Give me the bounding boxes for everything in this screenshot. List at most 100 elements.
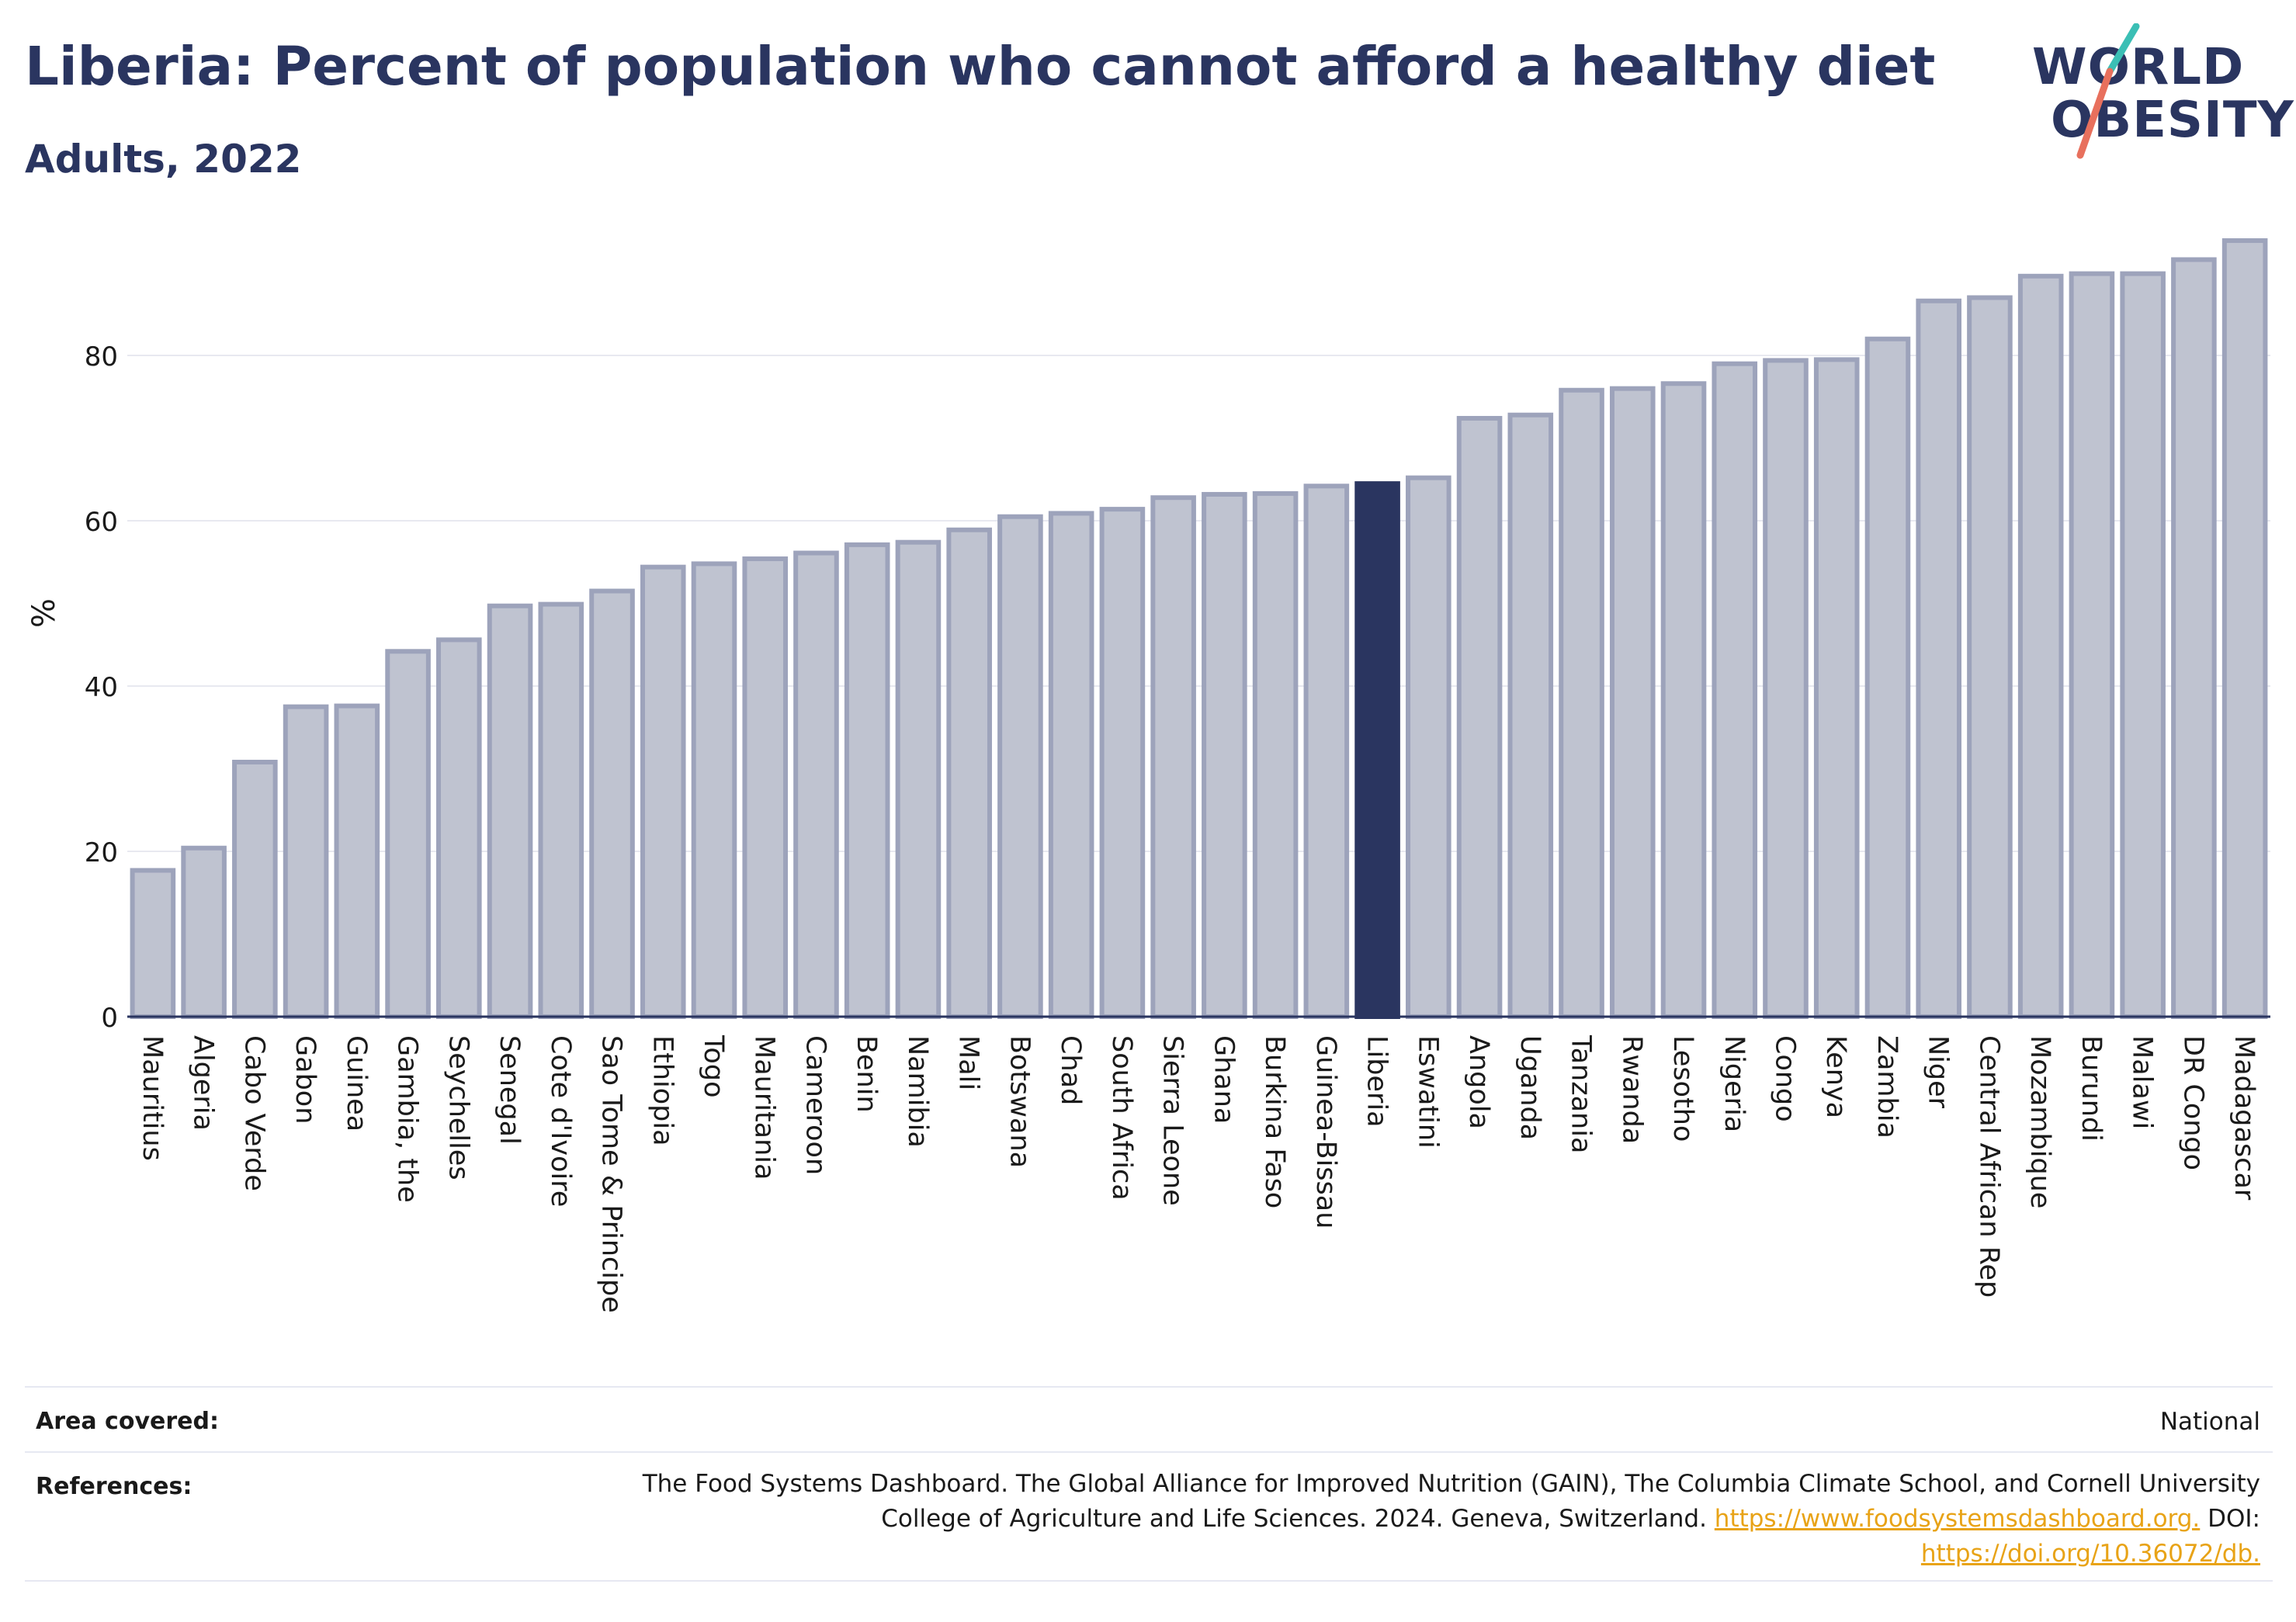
x-tick-label: Uganda <box>1514 1035 1545 1140</box>
x-tick-label: Mauritius <box>137 1035 168 1161</box>
doi-link[interactable]: https://doi.org/10.36072/db. <box>1920 1540 2260 1568</box>
bar-guinea <box>334 703 380 1020</box>
bar-congo <box>1763 358 1809 1020</box>
x-tick-label: Malawi <box>2127 1035 2158 1129</box>
x-tick-label: Chad <box>1055 1035 1086 1105</box>
reference-line-3: https://doi.org/10.36072/db. <box>553 1537 2260 1572</box>
bar-cameroon <box>793 550 839 1019</box>
bar-liberia <box>1354 481 1400 1019</box>
reference-line-1: The Food Systems Dashboard. The Global A… <box>642 1470 2260 1498</box>
y-tick-labels: 0 20 40 60 80 <box>85 341 118 1034</box>
bar-nigeria <box>1712 361 1758 1019</box>
bar-eswatini <box>1406 475 1451 1019</box>
x-tick-label: Liberia <box>1361 1035 1393 1128</box>
y-tick-label: 80 <box>85 341 118 373</box>
x-tick-label: Guinea <box>341 1035 372 1132</box>
logo-line-world: WORLD <box>2032 39 2245 96</box>
x-tick-label: Congo <box>1769 1035 1800 1122</box>
x-tick-label: Tanzania <box>1566 1035 1597 1153</box>
y-tick-label: 40 <box>85 672 118 703</box>
foodsystems-dashboard-link[interactable]: https://www.foodsystemsdashboard.org. <box>1714 1505 2201 1533</box>
x-tick-label: Cote d'Ivoire <box>545 1035 576 1207</box>
y-tick-label: 60 <box>85 507 118 538</box>
bar-burkina-faso <box>1252 490 1299 1019</box>
area-covered-label: Area covered: <box>36 1408 219 1435</box>
bar-namibia <box>895 539 942 1019</box>
bar-chart: 0 20 40 60 80 Mauritius Algeria Cabo Verde Gabo… <box>26 238 2270 1313</box>
x-tick-labels: Mauritius Algeria Cabo Verde Gabon Guinea Gam… <box>137 1035 2260 1313</box>
x-tick-label: Ethiopia <box>647 1035 678 1146</box>
x-tick-label: Togo <box>698 1035 729 1097</box>
x-tick-label: Kenya <box>1820 1035 1851 1118</box>
x-tick-label: Benin <box>851 1035 882 1113</box>
bar-dr-congo <box>2171 257 2217 1019</box>
bar-kenya <box>1813 357 1860 1019</box>
bar-guinea-bissau <box>1303 483 1350 1019</box>
page-title: Liberia: Percent of population who canno… <box>25 36 1936 98</box>
bar-botswana <box>997 514 1043 1019</box>
x-tick-label: DR Congo <box>2177 1035 2208 1170</box>
bar-central-african-rep <box>1967 295 2013 1019</box>
x-tick-label: Senegal <box>494 1035 525 1145</box>
bar-seychelles <box>436 637 482 1019</box>
bar-cabo-verde <box>232 759 278 1019</box>
bar-algeria <box>181 845 227 1019</box>
x-tick-label: Cameroon <box>799 1035 831 1175</box>
bar-south-africa <box>1099 507 1146 1019</box>
doi-label: DOI: <box>2208 1505 2260 1533</box>
gridlines <box>127 355 2270 853</box>
references-label: References: <box>36 1473 192 1500</box>
bar-madagascar <box>2221 238 2268 1019</box>
bar-benin <box>844 542 890 1019</box>
x-tick-label: Rwanda <box>1616 1035 1647 1144</box>
references-text: The Food Systems Dashboard. The Global A… <box>553 1467 2260 1572</box>
area-covered-value: National <box>2159 1408 2260 1436</box>
bar-zambia <box>1864 336 1911 1020</box>
world-obesity-logo: WORLD OBESITY <box>2018 23 2294 163</box>
x-tick-label: Niger <box>1923 1035 1954 1109</box>
x-tick-label: Sierra Leone <box>1157 1035 1188 1206</box>
bar-mauritius <box>130 868 176 1020</box>
bar-ethiopia <box>640 564 686 1019</box>
x-tick-label: Eswatini <box>1412 1035 1443 1149</box>
bar-mali <box>946 527 992 1019</box>
page-subtitle: Adults, 2022 <box>25 137 302 182</box>
x-tick-label: Namibia <box>902 1035 933 1148</box>
x-tick-label: South Africa <box>1106 1035 1137 1201</box>
x-tick-label: Guinea-Bissau <box>1310 1035 1341 1229</box>
bar-togo <box>691 561 737 1019</box>
logo-slash-icon <box>2076 23 2140 159</box>
footer-divider-middle <box>25 1451 2273 1453</box>
x-tick-label: Lesotho <box>1667 1035 1698 1142</box>
x-tick-label: Burundi <box>2076 1035 2107 1142</box>
x-tick-label: Zambia <box>1871 1035 1902 1139</box>
x-tick-label: Madagascar <box>2228 1035 2260 1201</box>
x-tick-label: Nigeria <box>1719 1035 1750 1132</box>
y-axis-label: % <box>26 598 62 628</box>
x-tick-label: Angola <box>1463 1035 1494 1129</box>
x-tick-label: Central African Rep <box>1973 1035 2004 1298</box>
bar-angola <box>1456 415 1503 1019</box>
bar-mozambique <box>2017 273 2064 1019</box>
bar-rwanda <box>1609 386 1656 1019</box>
x-tick-label: Gabon <box>290 1035 321 1124</box>
x-tick-label: Mauritania <box>749 1035 780 1180</box>
x-tick-label: Burkina Faso <box>1259 1035 1290 1208</box>
x-tick-label: Gambia, the <box>392 1035 423 1203</box>
bar-cote-d-ivoire <box>538 601 584 1019</box>
bar-lesotho <box>1660 381 1707 1019</box>
footer-divider-bottom <box>25 1580 2273 1582</box>
bar-uganda <box>1507 412 1554 1019</box>
bar-tanzania <box>1559 387 1604 1020</box>
bar-ghana <box>1202 491 1247 1019</box>
y-tick-label: 20 <box>85 837 118 868</box>
bar-malawi <box>2120 271 2166 1019</box>
x-tick-label: Algeria <box>188 1035 219 1131</box>
bar-niger <box>1916 298 1961 1019</box>
bar-gabon <box>283 704 329 1020</box>
x-tick-label: Sao Tome & Principe <box>596 1035 627 1313</box>
bar-senegal <box>487 603 533 1019</box>
x-tick-label: Ghana <box>1208 1035 1239 1124</box>
x-tick-label: Mali <box>953 1035 984 1090</box>
x-tick-label: Mozambique <box>2024 1035 2055 1208</box>
